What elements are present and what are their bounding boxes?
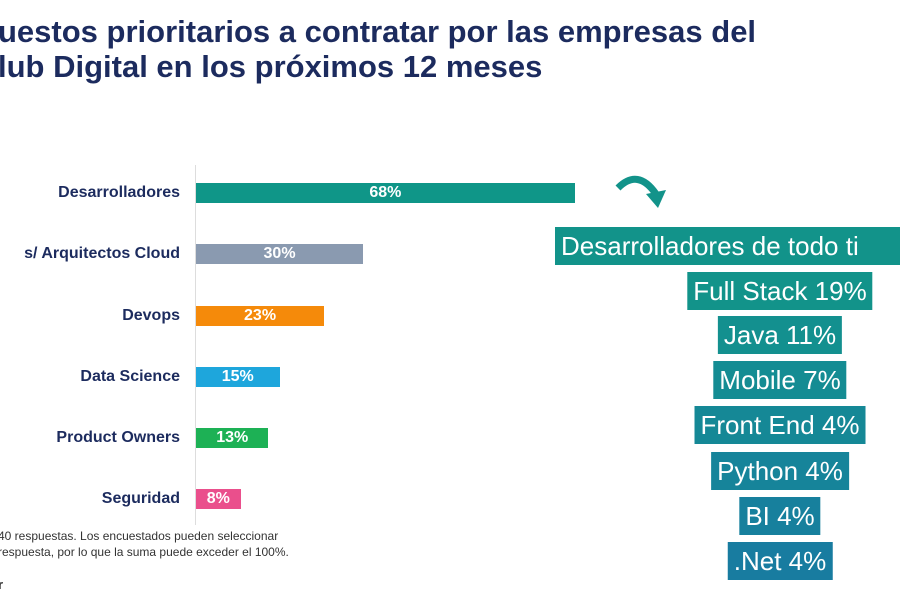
- breakdown-item: Mobile 7%: [713, 361, 847, 399]
- data-label: 68%: [369, 184, 402, 201]
- data-label: 30%: [263, 245, 296, 262]
- bar: 23%: [196, 306, 325, 326]
- data-label: 15%: [221, 368, 254, 385]
- category-label: Seguridad: [101, 490, 180, 507]
- breakdown-item: .Net 4%: [727, 542, 833, 580]
- y-axis-line: [195, 165, 196, 525]
- footnote-extra: r: [0, 577, 4, 592]
- data-label: 13%: [216, 429, 249, 446]
- bar: 13%: [196, 428, 269, 448]
- category-label: Product Owners: [56, 429, 180, 446]
- breakdown-item: BI 4%: [739, 497, 821, 535]
- category-label: Data Science: [80, 368, 180, 385]
- breakdown-item: Full Stack 19%: [687, 272, 873, 310]
- bar: 15%: [196, 367, 280, 387]
- category-label: s/ Arquitectos Cloud: [24, 245, 180, 262]
- data-label: 8%: [206, 490, 230, 507]
- breakdown-item: Front End 4%: [694, 406, 866, 444]
- bar: 8%: [196, 489, 241, 509]
- breakdown-item: Java 11%: [717, 316, 843, 354]
- category-label: Desarrolladores: [58, 184, 180, 201]
- category-label: Devops: [122, 307, 180, 324]
- breakdown-header: Desarrolladores de todo ti: [555, 227, 900, 265]
- footnote: 40 respuestas. Los encuestados pueden se…: [0, 529, 289, 559]
- bar: 68%: [196, 183, 575, 203]
- chart-title: uestos prioritarios a contratar por las …: [0, 14, 757, 84]
- curved-arrow-icon: [615, 175, 666, 208]
- breakdown-item: Python 4%: [711, 452, 849, 490]
- data-label: 23%: [244, 307, 277, 324]
- bar: 30%: [196, 244, 364, 264]
